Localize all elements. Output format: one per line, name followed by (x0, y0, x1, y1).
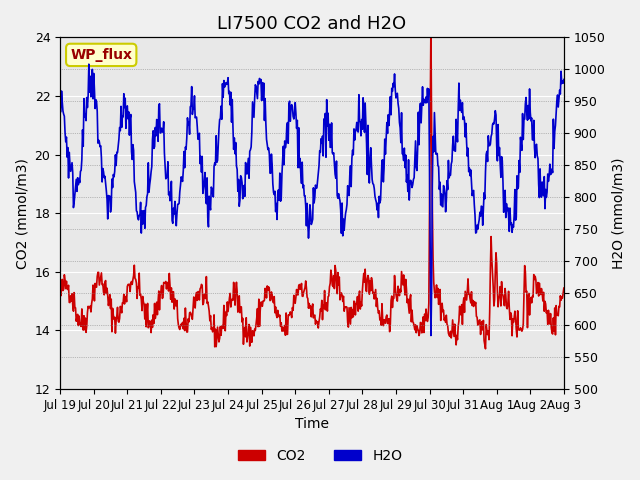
X-axis label: Time: Time (295, 418, 329, 432)
Y-axis label: CO2 (mmol/m3): CO2 (mmol/m3) (15, 158, 29, 269)
Legend: CO2, H2O: CO2, H2O (232, 443, 408, 468)
Text: WP_flux: WP_flux (70, 48, 132, 62)
Title: LI7500 CO2 and H2O: LI7500 CO2 and H2O (218, 15, 406, 33)
Y-axis label: H2O (mmol/m3): H2O (mmol/m3) (611, 157, 625, 269)
